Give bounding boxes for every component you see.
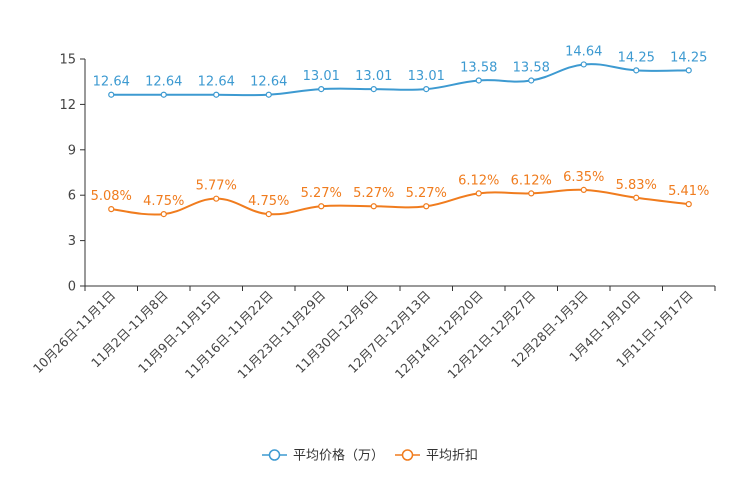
data-point[interactable]: [108, 91, 115, 98]
y-tick-label: 15: [59, 53, 76, 68]
data-label: 12.64: [250, 75, 287, 90]
data-point[interactable]: [633, 194, 640, 201]
data-point[interactable]: [318, 86, 325, 93]
x-tick-label: 12月21日-12月27日: [444, 288, 538, 382]
data-label: 14.25: [670, 50, 707, 65]
x-tick-label: 11月16日-11月22日: [182, 288, 276, 382]
data-label: 5.27%: [353, 186, 394, 201]
data-point[interactable]: [475, 190, 482, 197]
data-point[interactable]: [265, 91, 272, 98]
data-label: 6.12%: [458, 173, 499, 188]
data-label: 4.75%: [248, 194, 289, 209]
data-point[interactable]: [213, 195, 220, 202]
series-line-0: [111, 63, 689, 97]
data-label: 4.75%: [143, 194, 184, 209]
series-layer: [108, 61, 692, 218]
data-point[interactable]: [685, 67, 692, 74]
data-point[interactable]: [160, 91, 167, 98]
legend-item-1[interactable]: 平均折扣: [395, 449, 478, 464]
legend-label: 平均价格（万）: [293, 448, 384, 464]
axes: 0369121510月26日-11月1日11月2日-11月8日11月9日-11月…: [30, 53, 716, 382]
data-label: 13.58: [513, 60, 550, 75]
data-label: 5.77%: [196, 179, 237, 194]
data-point[interactable]: [685, 201, 692, 208]
series-line-1: [111, 188, 689, 216]
data-point[interactable]: [528, 77, 535, 84]
y-tick-label: 3: [68, 234, 76, 249]
data-point[interactable]: [423, 203, 430, 210]
y-tick-label: 12: [59, 98, 76, 113]
legend[interactable]: 平均价格（万） 平均折扣: [262, 448, 478, 464]
data-point[interactable]: [108, 206, 115, 213]
data-point[interactable]: [633, 67, 640, 74]
data-point[interactable]: [213, 91, 220, 98]
y-tick-label: 0: [68, 280, 76, 295]
data-label: 5.08%: [91, 189, 132, 204]
data-point[interactable]: [580, 61, 587, 68]
data-label: 6.12%: [511, 173, 552, 188]
data-label: 5.83%: [616, 178, 657, 193]
data-point[interactable]: [370, 203, 377, 210]
data-label: 12.64: [145, 75, 182, 90]
legend-item-0[interactable]: 平均价格（万）: [262, 448, 384, 464]
data-label: 13.58: [460, 60, 497, 75]
data-label: 12.64: [93, 75, 130, 90]
legend-marker-icon: [268, 449, 281, 461]
data-point[interactable]: [423, 86, 430, 93]
data-label: 6.35%: [563, 170, 604, 185]
data-point[interactable]: [475, 77, 482, 84]
data-point[interactable]: [370, 86, 377, 93]
legend-marker-icon: [401, 449, 414, 461]
data-label: 14.64: [565, 44, 602, 59]
y-tick-label: 9: [68, 143, 76, 158]
data-label: 5.27%: [406, 186, 447, 201]
data-point[interactable]: [318, 203, 325, 210]
data-point[interactable]: [580, 186, 587, 194]
data-point[interactable]: [265, 211, 272, 218]
data-label: 14.25: [618, 50, 655, 65]
data-labels: 12.64 12.64 12.64 12.64 13.01 13.01 13.01 13.58…: [91, 44, 710, 209]
x-tick-label: 12月14日-12月20日: [392, 288, 486, 382]
y-tick-label: 6: [68, 189, 76, 204]
data-label: 13.01: [303, 69, 340, 84]
data-point[interactable]: [528, 190, 535, 197]
data-point[interactable]: [160, 211, 167, 218]
data-label: 5.27%: [301, 186, 342, 201]
data-label: 5.41%: [668, 184, 709, 199]
x-tick-label: 11月23日-11月29日: [234, 288, 328, 382]
legend-label: 平均折扣: [426, 449, 478, 464]
data-label: 12.64: [198, 75, 235, 90]
data-label: 13.01: [408, 69, 445, 84]
data-label: 13.01: [355, 69, 392, 84]
